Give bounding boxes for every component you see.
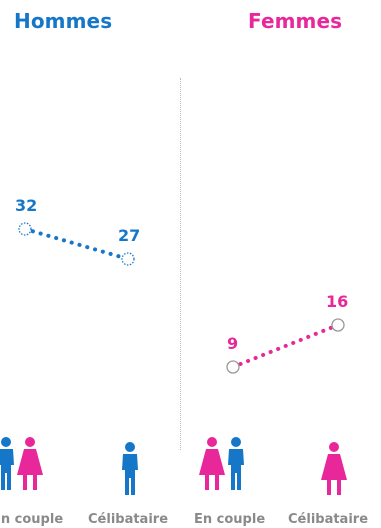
- panel-title-femmes: Femmes: [248, 9, 343, 33]
- couple-icon: [0, 437, 43, 490]
- couple-icon: [199, 437, 244, 490]
- data-point-femmes-1: [226, 360, 240, 374]
- data-point-hommes-1: [18, 222, 32, 236]
- series-line-hommes: [23, 227, 130, 261]
- single-woman-icon: [321, 442, 347, 495]
- series-line-femmes: [231, 323, 340, 369]
- data-label-femmes-1: 9: [227, 334, 238, 353]
- data-point-hommes-2: [121, 252, 135, 266]
- single-man-icon: [122, 442, 138, 495]
- panel-title-hommes: Hommes: [14, 9, 113, 33]
- panel-divider: [180, 78, 181, 450]
- data-point-femmes-2: [331, 318, 345, 332]
- data-label-hommes-1: 32: [15, 196, 37, 215]
- category-label-celibataire-femmes: Célibataire: [288, 512, 369, 527]
- category-label-en-couple-hommes: En couple: [0, 512, 64, 527]
- data-label-hommes-2: 27: [118, 226, 140, 245]
- data-label-femmes-2: 16: [326, 292, 348, 311]
- category-label-en-couple-femmes: En couple: [194, 512, 266, 527]
- chart-marks: 32 27 9 16: [15, 196, 348, 374]
- category-label-celibataire-hommes: Célibataire: [88, 512, 169, 527]
